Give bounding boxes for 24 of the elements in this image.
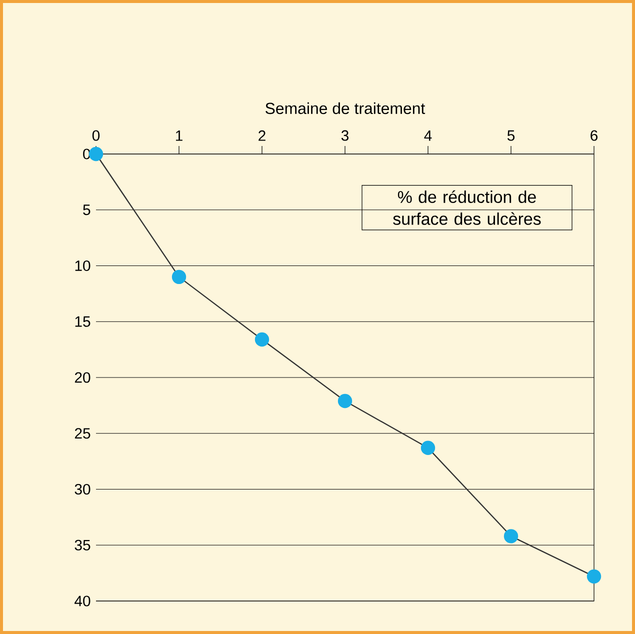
point — [586, 569, 602, 584]
point — [338, 394, 352, 408]
x-tick-label: 1 — [176, 130, 182, 141]
y-tick-label: 35 — [74, 540, 90, 550]
y-tick-label: 30 — [74, 484, 90, 495]
point — [88, 146, 104, 162]
y-tick-label: 10 — [75, 260, 90, 272]
y-tick-label: 20 — [74, 372, 90, 383]
x-tick-label: 4 — [424, 130, 432, 141]
point — [254, 332, 270, 347]
x-tick-label: 3 — [341, 130, 349, 141]
x-tick-label: 0 — [92, 130, 100, 141]
x-tick-label: 5 — [507, 130, 515, 141]
x-tick-label: 2 — [258, 130, 266, 141]
point — [420, 440, 436, 455]
annotation: % de réduction de surface des ulcères — [393, 190, 541, 225]
y-tick-label: 5 — [83, 204, 90, 216]
point — [172, 270, 186, 284]
y-tick-label: 25 — [74, 428, 90, 439]
y-tick-label: 15 — [75, 316, 90, 327]
point — [504, 529, 518, 544]
x-tick-label: 6 — [590, 130, 598, 141]
y-tick-label: 40 — [74, 596, 90, 606]
x-axis-title: Semaine de traitement — [266, 102, 426, 114]
